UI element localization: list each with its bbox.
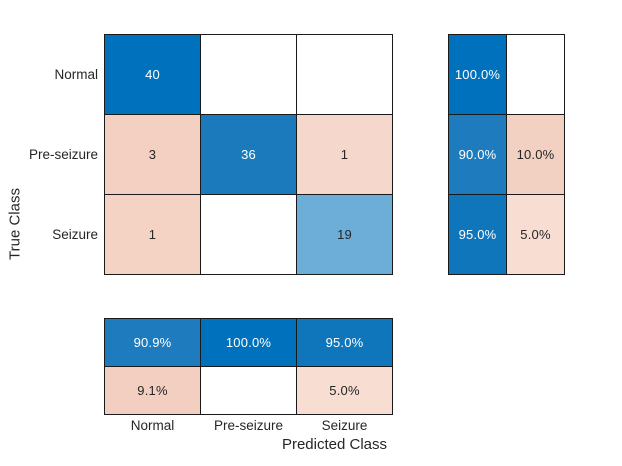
row-summary-cell-r0c1	[507, 35, 564, 114]
matrix-cell-r2c2: 19	[297, 195, 392, 274]
matrix-cell-r2c1	[201, 195, 296, 274]
x-axis-label: Predicted Class	[281, 436, 388, 453]
matrix-cell-r1c0: 3	[105, 115, 200, 194]
row-summary-cell-r1c0: 90.0%	[449, 115, 506, 194]
ytick-normal: Normal	[54, 66, 98, 82]
xtick-seizure: Seizure	[321, 418, 368, 433]
col-summary-cell-r0c2: 95.0%	[297, 319, 392, 366]
matrix-cell-r0c2	[297, 35, 392, 114]
xtick-normal: Normal	[130, 418, 175, 433]
col-summary-cell-r1c0: 9.1%	[105, 367, 200, 414]
ytick-pre-seizure: Pre-seizure	[28, 146, 98, 162]
matrix-cell-r1c1: 36	[201, 115, 296, 194]
row-summary-cell-r0c0: 100.0%	[449, 35, 506, 114]
row-summary-cell-r2c0: 95.0%	[449, 195, 506, 274]
matrix-cell-r0c0: 40	[105, 35, 200, 114]
matrix-cell-r0c1	[201, 35, 296, 114]
matrix-cell-r2c0: 1	[105, 195, 200, 274]
col-summary-cell-r0c1: 100.0%	[201, 319, 296, 366]
row-summary-cell-r1c1: 10.0%	[507, 115, 564, 194]
ytick-seizure: Seizure	[52, 226, 98, 242]
xtick-pre-seizure: Pre-seizure	[213, 418, 284, 433]
column-summary-block: 90.9% 100.0% 95.0% 9.1% 5.0%	[104, 318, 393, 415]
main-confusion-matrix: 40 3 36 1 1 19	[104, 34, 393, 275]
col-summary-cell-r1c2: 5.0%	[297, 367, 392, 414]
col-summary-cell-r1c1	[201, 367, 296, 414]
row-summary-cell-r2c1: 5.0%	[507, 195, 564, 274]
col-summary-cell-r0c0: 90.9%	[105, 319, 200, 366]
matrix-cell-r1c2: 1	[297, 115, 392, 194]
row-summary-block: 100.0% 90.0% 10.0% 95.0% 5.0%	[448, 34, 565, 275]
